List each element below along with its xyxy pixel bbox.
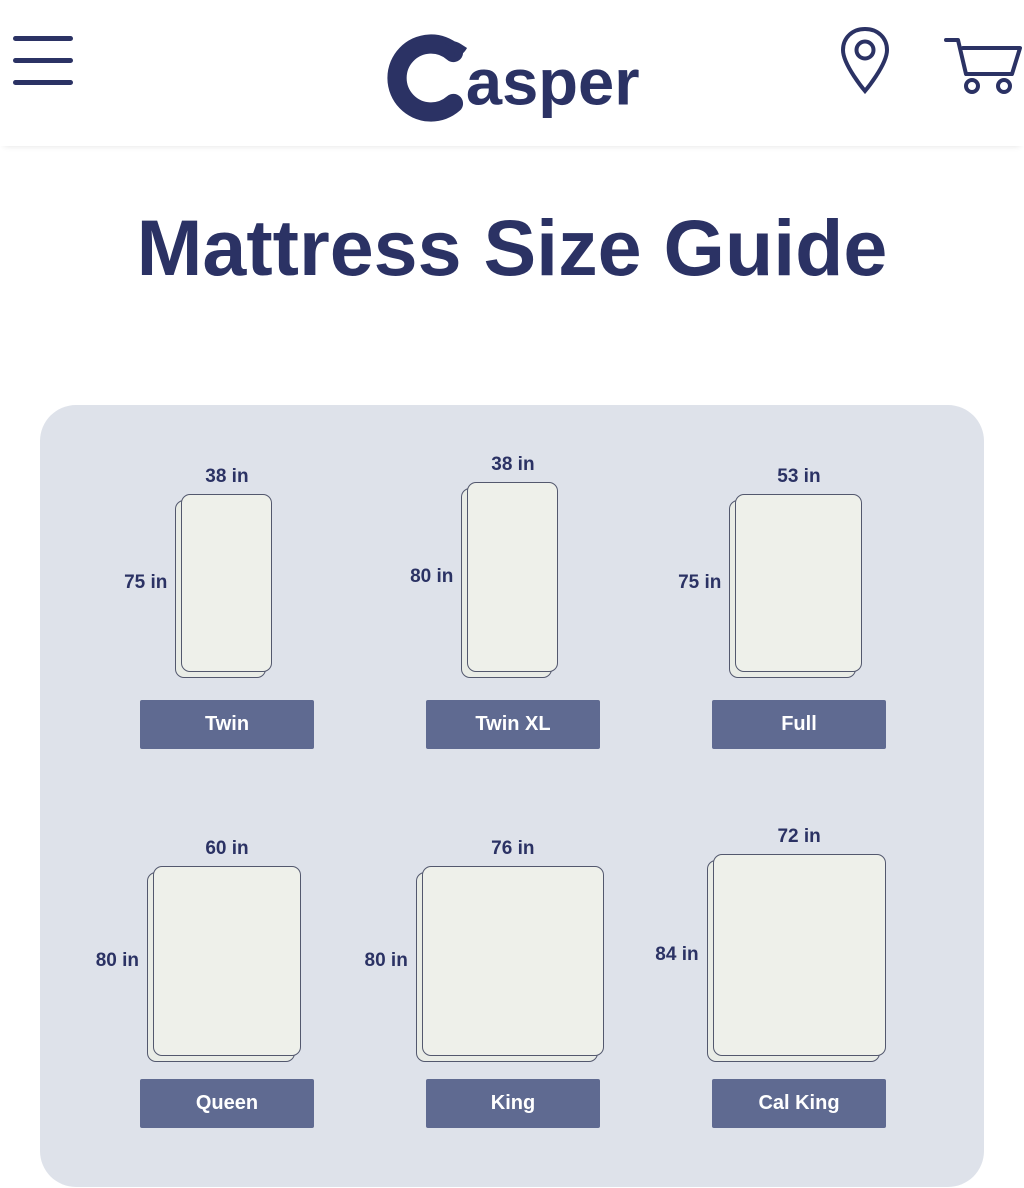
svg-text:asper: asper <box>466 46 640 119</box>
